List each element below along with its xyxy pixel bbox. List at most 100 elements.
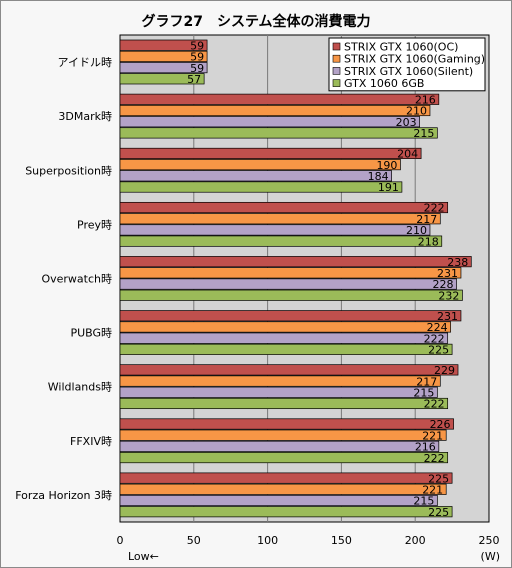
- value-label-4-2: 228: [433, 278, 454, 291]
- bar-7-2: [119, 440, 440, 452]
- legend-swatch-1: [332, 54, 341, 63]
- value-label-7-0: 226: [430, 418, 451, 431]
- value-label-5-1: 224: [427, 321, 448, 334]
- value-label-8-3: 225: [428, 506, 449, 519]
- bar-5-2: [119, 332, 449, 344]
- value-label-3-3: 218: [418, 235, 439, 248]
- value-label-1-2: 203: [396, 116, 417, 129]
- bar-8-3: [119, 506, 453, 518]
- value-label-2-0: 204: [397, 148, 418, 161]
- value-label-5-0: 231: [437, 310, 458, 323]
- value-label-1-3: 215: [413, 127, 434, 140]
- legend-box: [328, 37, 486, 92]
- bar-1-2: [119, 116, 420, 128]
- bar-3-1: [119, 213, 441, 225]
- legend-swatch-0: [332, 42, 341, 51]
- bar-2-1: [119, 159, 401, 171]
- x-tick-label-0: 0: [117, 534, 124, 547]
- bar-6-0: [119, 364, 459, 376]
- value-label-1-1: 210: [406, 105, 427, 118]
- bar-6-1: [119, 375, 441, 387]
- value-label-4-3: 232: [438, 289, 459, 302]
- bars: [119, 39, 472, 518]
- value-label-8-0: 225: [428, 472, 449, 485]
- category-label-5: PUBG時: [70, 327, 112, 340]
- bar-4-2: [119, 278, 457, 290]
- x-tick-label-4: 200: [405, 534, 426, 547]
- legend-label-3: GTX 1060 6GB: [344, 77, 424, 90]
- legend-swatch-3: [332, 79, 341, 87]
- value-label-8-2: 215: [413, 495, 434, 508]
- value-label-2-1: 190: [376, 159, 397, 172]
- value-label-3-0: 222: [424, 202, 445, 215]
- value-label-4-0: 238: [447, 256, 468, 269]
- bar-0-1: [119, 50, 208, 62]
- legend-swatch-2: [332, 67, 341, 75]
- legend-label-1: STRIX GTX 1060(Gaming): [344, 53, 485, 66]
- unit-label: (W): [481, 550, 500, 563]
- legend: STRIX GTX 1060(OC)STRIX GTX 1060(Gaming)…: [328, 37, 486, 92]
- value-label-6-1: 217: [416, 375, 437, 388]
- bar-2-0: [119, 147, 422, 159]
- bar-6-3: [119, 397, 449, 410]
- category-label-4: Overwatch時: [41, 273, 112, 286]
- bar-8-2: [119, 494, 438, 507]
- value-label-5-3: 225: [428, 344, 449, 357]
- category-label-7: FFXIV時: [70, 435, 112, 448]
- category-label-1: 3DMark時: [58, 110, 112, 123]
- value-label-5-2: 222: [424, 332, 445, 345]
- x-tick-label-3: 150: [331, 534, 352, 547]
- bar-7-0: [119, 418, 454, 430]
- value-label-6-0: 229: [434, 364, 455, 377]
- value-label-2-3: 191: [378, 181, 399, 194]
- bar-5-1: [119, 321, 451, 333]
- bar-4-3: [119, 289, 463, 301]
- value-label-0-3: 57: [187, 73, 201, 86]
- bar-3-0: [119, 201, 449, 214]
- value-label-0-2: 59: [190, 62, 204, 75]
- category-label-0: アイドル時: [58, 56, 112, 69]
- bar-4-1: [119, 267, 462, 279]
- bar-1-3: [119, 127, 438, 139]
- category-label-2: Superposition時: [25, 164, 112, 177]
- value-label-7-1: 221: [422, 429, 443, 442]
- category-label-3: Prey時: [77, 218, 112, 231]
- chart-title: グラフ27 システム全体の消費電力: [141, 13, 370, 30]
- bar-2-2: [119, 170, 392, 182]
- value-label-3-2: 210: [406, 224, 427, 237]
- bar-8-0: [119, 472, 453, 484]
- value-label-6-3: 222: [424, 398, 445, 411]
- bar-5-0: [119, 310, 462, 322]
- category-label-8: Forza Horizon 3時: [15, 489, 112, 502]
- value-label-0-0: 59: [190, 39, 204, 52]
- x-tick-label-2: 100: [257, 534, 278, 547]
- bar-1-1: [119, 104, 431, 117]
- category-label-6: Wildlands時: [48, 381, 112, 394]
- category-labels: アイドル時 3DMark時 Superposition時 Prey時 Overwatch…: [15, 56, 112, 502]
- value-label-6-2: 215: [413, 386, 434, 399]
- tick-labels: 0 50 100 150 200 250: [117, 534, 500, 547]
- bar-8-1: [119, 483, 447, 495]
- value-labels: 5959595721621020321520419018419122221721…: [187, 39, 468, 518]
- x-tick-label-5: 250: [479, 534, 500, 547]
- value-label-7-2: 216: [415, 441, 436, 454]
- value-label-0-1: 59: [190, 51, 204, 64]
- value-label-7-3: 222: [424, 452, 445, 465]
- bar-7-3: [119, 452, 449, 464]
- bar-3-2: [119, 224, 431, 236]
- bar-5-3: [119, 343, 453, 355]
- bar-2-3: [119, 181, 403, 193]
- value-label-2-2: 184: [368, 170, 389, 183]
- bar-7-1: [119, 429, 447, 441]
- bar-0-3: [119, 73, 205, 85]
- bar-1-0: [119, 93, 440, 105]
- bar-0-2: [119, 62, 208, 74]
- legend-label-0: STRIX GTX 1060(OC): [344, 41, 458, 54]
- value-label-4-1: 231: [437, 267, 458, 280]
- value-label-1-0: 216: [415, 94, 436, 107]
- bar-3-3: [119, 235, 443, 247]
- x-tick-label-1: 50: [187, 534, 201, 547]
- bar-0-0: [119, 39, 208, 51]
- legend-label-2: STRIX GTX 1060(Silent): [344, 65, 473, 78]
